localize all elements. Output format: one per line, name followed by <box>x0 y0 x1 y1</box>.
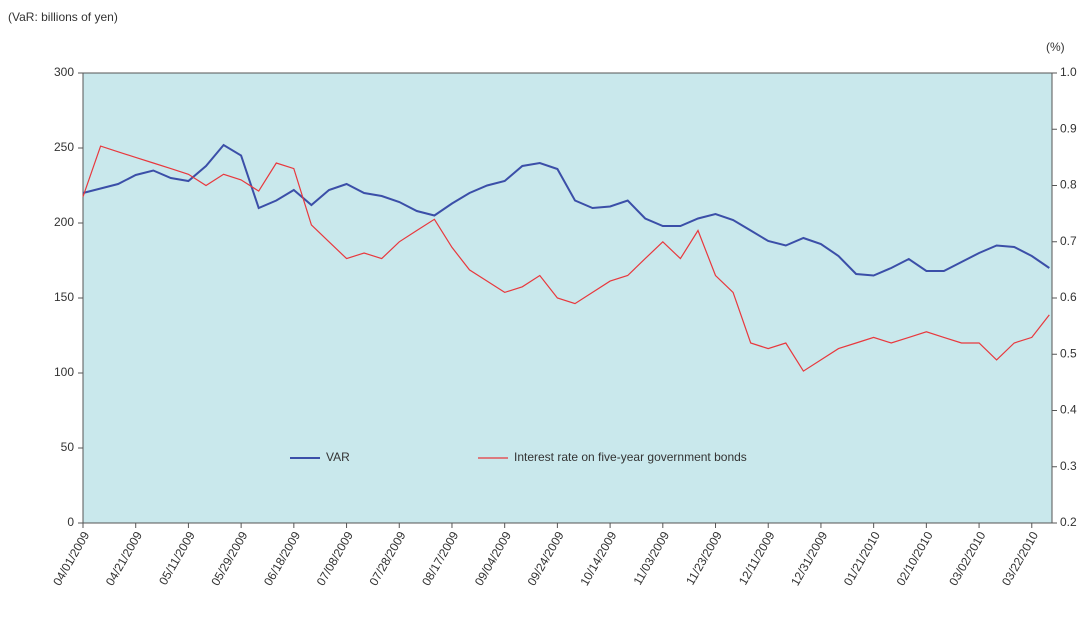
x-tick-label: 08/17/2009 <box>419 529 461 588</box>
x-tick-label: 11/23/2009 <box>683 529 725 588</box>
x-tick-label: 07/28/2009 <box>366 529 408 588</box>
y2-tick-label: 0.5 <box>1060 346 1077 360</box>
x-tick-label: 03/02/2010 <box>946 529 988 588</box>
x-tick-label: 11/03/2009 <box>630 529 672 588</box>
y2-tick-label: 0.7 <box>1060 234 1077 248</box>
x-tick-label: 04/01/2009 <box>50 529 92 588</box>
x-tick-label: 10/14/2009 <box>577 529 619 588</box>
y-tick-label: 200 <box>54 215 74 229</box>
y2-tick-label: 0.6 <box>1060 290 1077 304</box>
series-line <box>82 143 1050 277</box>
y-tick-label: 50 <box>61 440 75 454</box>
x-tick-label: 05/11/2009 <box>156 529 198 588</box>
x-tick-label: 02/10/2010 <box>894 529 936 588</box>
plot-area <box>82 72 1053 524</box>
y-tick-label: 150 <box>54 290 74 304</box>
y2-tick-label: 0.2 <box>1060 515 1077 529</box>
legend-label: VAR <box>326 450 350 464</box>
x-tick-label: 12/31/2009 <box>788 529 830 588</box>
y2-tick-label: 0.4 <box>1060 403 1077 417</box>
y-tick-label: 100 <box>54 365 74 379</box>
y-tick-label: 250 <box>54 140 74 154</box>
x-tick-label: 07/08/2009 <box>314 529 356 588</box>
y2-tick-label: 0.3 <box>1060 459 1077 473</box>
x-tick-label: 01/21/2010 <box>841 529 883 588</box>
y-tick-label: 300 <box>54 65 74 79</box>
x-tick-label: 09/04/2009 <box>472 529 514 588</box>
x-tick-label: 03/22/2010 <box>999 529 1041 588</box>
x-tick-label: 06/18/2009 <box>261 529 303 588</box>
legend-label: Interest rate on five-year government bo… <box>514 450 747 464</box>
x-tick-label: 04/21/2009 <box>103 529 145 588</box>
y2-axis-label: (%) <box>1046 40 1065 54</box>
y-axis-label: (VaR: billions of yen) <box>8 10 118 24</box>
y-tick-label: 0 <box>67 515 74 529</box>
x-tick-label: 12/11/2009 <box>736 529 778 588</box>
y2-tick-label: 0.9 <box>1060 121 1077 135</box>
y2-tick-label: 0.8 <box>1060 178 1077 192</box>
x-tick-label: 05/29/2009 <box>208 529 250 588</box>
x-tick-label: 09/24/2009 <box>525 529 567 588</box>
series-line <box>82 145 1050 372</box>
y2-tick-label: 1.0 <box>1060 65 1077 79</box>
